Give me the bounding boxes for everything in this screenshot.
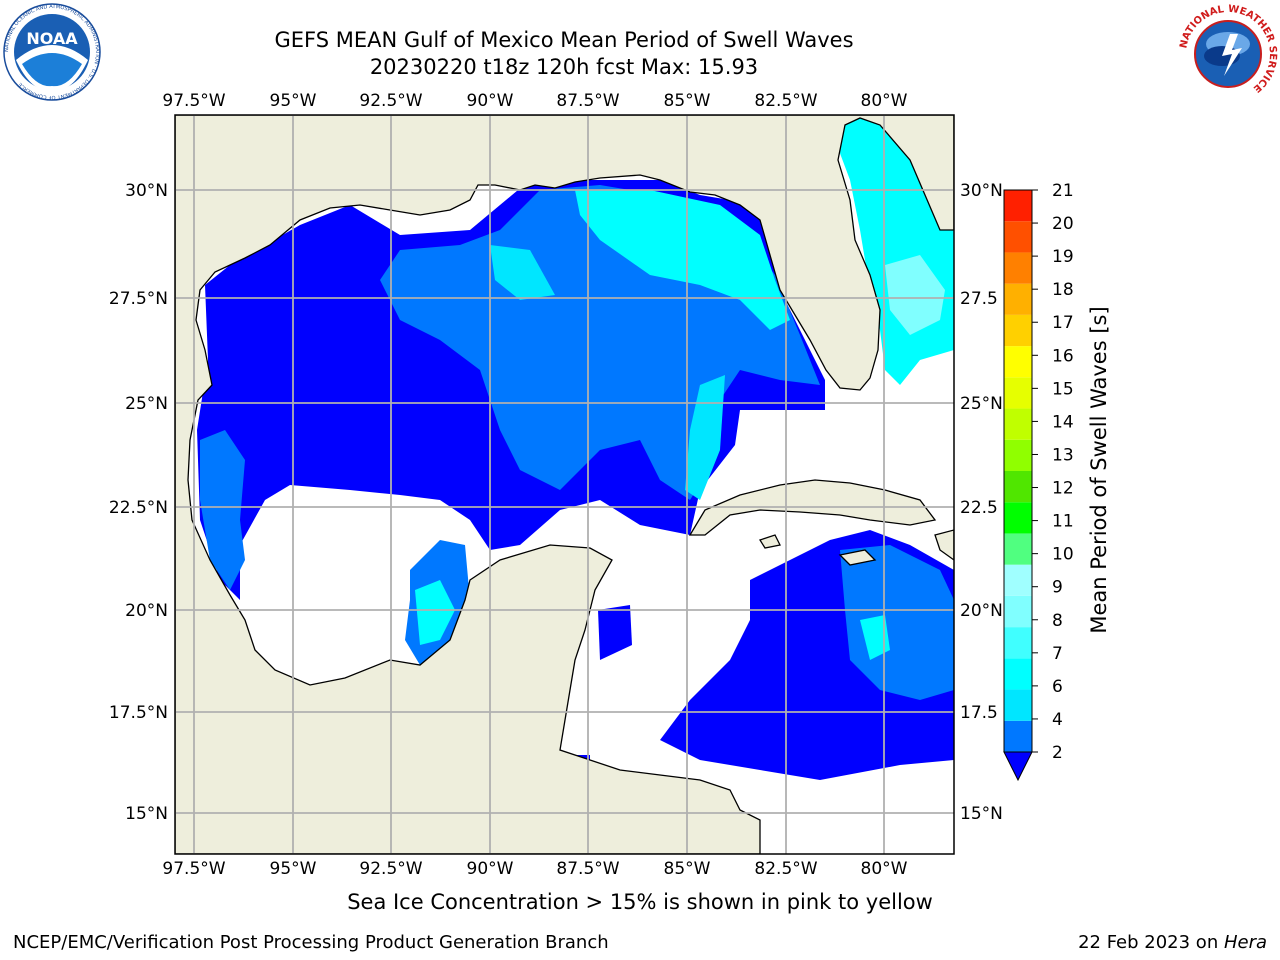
lon-tick-top-3: 90°W: [467, 91, 514, 111]
footer-date: 22 Feb 2023 on Hera: [1078, 932, 1267, 953]
colorbar-segment: [1004, 689, 1032, 721]
lat-tick-left-5: 17.5°N: [109, 703, 168, 723]
lon-tick-bottom-3: 90°W: [467, 859, 514, 879]
lon-tick-top-5: 85°W: [664, 91, 711, 111]
colorbar-tick-label: 19: [1052, 247, 1074, 267]
colorbar-segment: [1004, 595, 1032, 628]
footer-host: Hera: [1223, 932, 1267, 953]
colorbar-tick-label: 6: [1052, 677, 1063, 697]
lon-tick-top-0: 97.5°W: [162, 91, 225, 111]
colorbar-tick-label: 16: [1052, 346, 1074, 366]
colorbar-tick-label: 21: [1052, 181, 1074, 201]
lon-tick-bottom-0: 97.5°W: [162, 859, 225, 879]
colorbar-tick-label: 20: [1052, 214, 1074, 234]
colorbar-segment: [1004, 564, 1032, 596]
lon-tick-bottom-4: 87.5°W: [556, 859, 619, 879]
colorbar-tick-label: 14: [1052, 412, 1074, 432]
chart-title: GEFS MEAN Gulf of Mexico Mean Period of …: [274, 28, 854, 52]
colorbar-tick-label: 7: [1052, 644, 1063, 664]
colorbar-segment: [1004, 627, 1032, 659]
noaa-text: NOAA: [26, 29, 78, 48]
lat-tick-right-5: 17.5: [960, 703, 998, 723]
colorbar-tick-label: 11: [1052, 512, 1074, 532]
colorbar-segment: [1004, 283, 1032, 315]
swell-area-4-6-center: [490, 245, 555, 300]
colorbar-segment: [1004, 408, 1032, 440]
swell-area-2-4-west: [200, 430, 245, 590]
swell-area-caribbean-2-4: [840, 545, 954, 700]
lon-tick-top-1: 95°W: [270, 91, 317, 111]
colorbar-tick-label: 9: [1052, 578, 1063, 598]
colorbar: 2 4 6 7 8 9 10 11 12 13 14 15 16 17 18 19 20 21: [1003, 181, 1074, 782]
colorbar-segment: [1004, 439, 1032, 471]
colorbar-tick-label: 12: [1052, 479, 1074, 499]
lat-tick-left-0: 30°N: [125, 181, 168, 201]
colorbar-extend-triangle: [1003, 751, 1033, 782]
colorbar-tick-label: 4: [1052, 710, 1063, 730]
lon-tick-bottom-1: 95°W: [270, 859, 317, 879]
swell-area-caribbean-cyan: [860, 615, 890, 660]
lon-tick-bottom-5: 85°W: [664, 859, 711, 879]
lon-tick-top-6: 82.5°W: [754, 91, 817, 111]
lat-tick-left-2: 25°N: [125, 394, 168, 414]
colorbar-segment: [1004, 471, 1032, 503]
colorbar-segment: [1004, 190, 1032, 222]
swell-area-yucatan: [598, 605, 632, 660]
lon-tick-bottom-6: 82.5°W: [754, 859, 817, 879]
swell-area-4-6: [575, 190, 790, 330]
colorbar-segment: [1004, 502, 1032, 534]
footer-date-text: 22 Feb 2023 on: [1078, 932, 1224, 953]
noaa-logo: NOAA NATIONAL OCEANIC AND ATMOSPHERIC AD…: [3, 3, 101, 101]
lon-tick-top-2: 92.5°W: [359, 91, 422, 111]
lat-tick-left-1: 27.5°N: [109, 289, 168, 309]
land-small-isle: [759, 534, 781, 549]
colorbar-tick-label: 18: [1052, 280, 1074, 300]
lat-tick-right-2: 25°N: [960, 394, 1003, 414]
lat-tick-right-6: 15°N: [960, 804, 1003, 824]
graticule: [175, 115, 954, 854]
lat-tick-right-4: 20°N: [960, 601, 1003, 621]
colorbar-segment: [1004, 533, 1032, 565]
swell-area-4-6-south: [685, 375, 725, 500]
land-east-island: [934, 529, 954, 561]
lat-tick-right-0: 30°N: [960, 181, 1003, 201]
map-frame: [174, 114, 955, 855]
colorbar-segment: [1004, 346, 1032, 378]
lat-tick-left-3: 22.5°N: [109, 498, 168, 518]
colorbar-tick-label: 10: [1052, 545, 1074, 565]
swell-area-campeche-cyan: [415, 580, 455, 645]
colorbar-tick-label: 15: [1052, 379, 1074, 399]
lon-tick-bottom-2: 92.5°W: [359, 859, 422, 879]
lat-tick-right-1: 27.5: [960, 289, 998, 309]
lon-tick-bottom-7: 80°W: [861, 859, 908, 879]
colorbar-segment: [1004, 658, 1032, 690]
colorbar-segment: [1004, 314, 1032, 347]
land-jamaica: [838, 549, 877, 566]
lat-tick-left-4: 20°N: [125, 601, 168, 621]
nws-logo: NATIONAL WEATHER SERVICE: [1178, 4, 1278, 102]
colorbar-segment: [1004, 377, 1032, 409]
sea-ice-note: Sea Ice Concentration > 15% is shown in …: [347, 890, 933, 914]
chart-subtitle: 20230220 t18z 120h fcst Max: 15.93: [369, 55, 759, 79]
lon-tick-top-7: 80°W: [861, 91, 908, 111]
swell-area-atlantic-light: [885, 255, 945, 335]
lon-tick-top-4: 87.5°W: [556, 91, 619, 111]
colorbar-segment: [1004, 221, 1032, 253]
colorbar-segment: [1004, 720, 1032, 752]
footer-credit: NCEP/EMC/Verification Post Processing Pr…: [13, 932, 609, 953]
colorbar-segment: [1004, 252, 1032, 284]
colorbar-tick-label: 8: [1052, 611, 1063, 631]
colorbar-tick-label: 13: [1052, 445, 1074, 465]
colorbar-label: Mean Period of Swell Waves [s]: [1087, 306, 1111, 633]
colorbar-tick-label: 2: [1052, 743, 1063, 763]
lat-tick-right-3: 22.5: [960, 498, 998, 518]
land-north-america: [175, 115, 954, 854]
map-plot-area: [175, 115, 954, 854]
colorbar-tick-label: 17: [1052, 313, 1074, 333]
colorbar-frame: [1003, 189, 1033, 753]
lat-tick-left-6: 15°N: [125, 804, 168, 824]
